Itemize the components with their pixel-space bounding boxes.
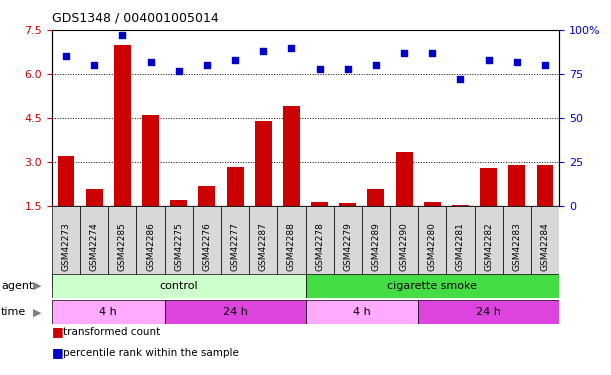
Bar bbox=[475, 206, 503, 287]
Text: percentile rank within the sample: percentile rank within the sample bbox=[63, 348, 239, 357]
Bar bbox=[390, 206, 418, 287]
Bar bbox=[277, 206, 306, 287]
Text: ▶: ▶ bbox=[33, 307, 42, 317]
Text: ▶: ▶ bbox=[33, 281, 42, 291]
Bar bbox=[114, 45, 131, 206]
Point bbox=[202, 62, 212, 68]
Text: agent: agent bbox=[1, 281, 34, 291]
Bar bbox=[367, 189, 384, 206]
Bar bbox=[503, 206, 531, 287]
Bar bbox=[283, 106, 300, 206]
Point bbox=[399, 50, 409, 56]
Bar bbox=[480, 168, 497, 206]
Text: GSM42288: GSM42288 bbox=[287, 222, 296, 271]
Bar bbox=[221, 206, 249, 287]
Point bbox=[117, 32, 127, 38]
Text: 4 h: 4 h bbox=[100, 307, 117, 317]
Point bbox=[343, 66, 353, 72]
Bar bbox=[452, 205, 469, 206]
Bar bbox=[52, 274, 306, 298]
Bar bbox=[418, 300, 559, 324]
Text: GSM42282: GSM42282 bbox=[484, 222, 493, 271]
Text: GSM42284: GSM42284 bbox=[541, 222, 549, 271]
Bar bbox=[339, 203, 356, 206]
Point bbox=[258, 48, 268, 54]
Point bbox=[89, 62, 99, 68]
Point bbox=[145, 59, 155, 65]
Bar bbox=[334, 206, 362, 287]
Bar bbox=[362, 206, 390, 287]
Text: GSM42274: GSM42274 bbox=[90, 222, 99, 271]
Bar bbox=[306, 274, 559, 298]
Bar bbox=[52, 300, 164, 324]
Text: GSM42283: GSM42283 bbox=[512, 222, 521, 271]
Text: GSM42286: GSM42286 bbox=[146, 222, 155, 271]
Point bbox=[230, 57, 240, 63]
Text: cigarette smoke: cigarette smoke bbox=[387, 281, 477, 291]
Text: GSM42280: GSM42280 bbox=[428, 222, 437, 271]
Text: GSM42289: GSM42289 bbox=[371, 222, 381, 271]
Text: GSM42273: GSM42273 bbox=[62, 222, 70, 271]
Point bbox=[174, 68, 184, 74]
Text: ■: ■ bbox=[52, 346, 64, 359]
Bar bbox=[418, 206, 447, 287]
Bar bbox=[227, 166, 244, 206]
Text: GSM42287: GSM42287 bbox=[258, 222, 268, 271]
Point bbox=[484, 57, 494, 63]
Bar bbox=[306, 206, 334, 287]
Point bbox=[456, 76, 466, 82]
Bar bbox=[396, 152, 412, 206]
Bar bbox=[531, 206, 559, 287]
Bar bbox=[86, 189, 103, 206]
Text: GSM42276: GSM42276 bbox=[202, 222, 211, 271]
Point bbox=[371, 62, 381, 68]
Text: 24 h: 24 h bbox=[222, 307, 247, 317]
Text: GSM42290: GSM42290 bbox=[400, 222, 409, 271]
Bar bbox=[199, 186, 215, 206]
Text: GSM42285: GSM42285 bbox=[118, 222, 127, 271]
Text: GSM42278: GSM42278 bbox=[315, 222, 324, 271]
Bar bbox=[57, 156, 75, 206]
Bar bbox=[508, 165, 525, 206]
Text: transformed count: transformed count bbox=[63, 327, 160, 337]
Text: GSM42279: GSM42279 bbox=[343, 222, 353, 271]
Text: 4 h: 4 h bbox=[353, 307, 371, 317]
Bar bbox=[306, 300, 418, 324]
Bar bbox=[255, 121, 272, 206]
Text: GSM42281: GSM42281 bbox=[456, 222, 465, 271]
Bar bbox=[142, 115, 159, 206]
Point bbox=[428, 50, 437, 56]
Bar bbox=[311, 202, 328, 206]
Bar bbox=[80, 206, 108, 287]
Bar bbox=[52, 206, 80, 287]
Point bbox=[287, 45, 296, 51]
Text: control: control bbox=[159, 281, 198, 291]
Text: ■: ■ bbox=[52, 326, 64, 338]
Bar bbox=[424, 202, 441, 206]
Bar bbox=[447, 206, 475, 287]
Text: time: time bbox=[1, 307, 26, 317]
Text: GDS1348 / 004001005014: GDS1348 / 004001005014 bbox=[52, 11, 219, 24]
Bar bbox=[164, 206, 193, 287]
Bar bbox=[164, 300, 306, 324]
Text: GSM42277: GSM42277 bbox=[230, 222, 240, 271]
Bar bbox=[136, 206, 164, 287]
Point bbox=[315, 66, 324, 72]
Bar bbox=[108, 206, 136, 287]
Point bbox=[61, 54, 71, 60]
Bar bbox=[249, 206, 277, 287]
Bar bbox=[170, 200, 187, 206]
Point bbox=[540, 62, 550, 68]
Text: 24 h: 24 h bbox=[476, 307, 501, 317]
Point bbox=[512, 59, 522, 65]
Bar bbox=[193, 206, 221, 287]
Bar bbox=[536, 165, 554, 206]
Text: GSM42275: GSM42275 bbox=[174, 222, 183, 271]
